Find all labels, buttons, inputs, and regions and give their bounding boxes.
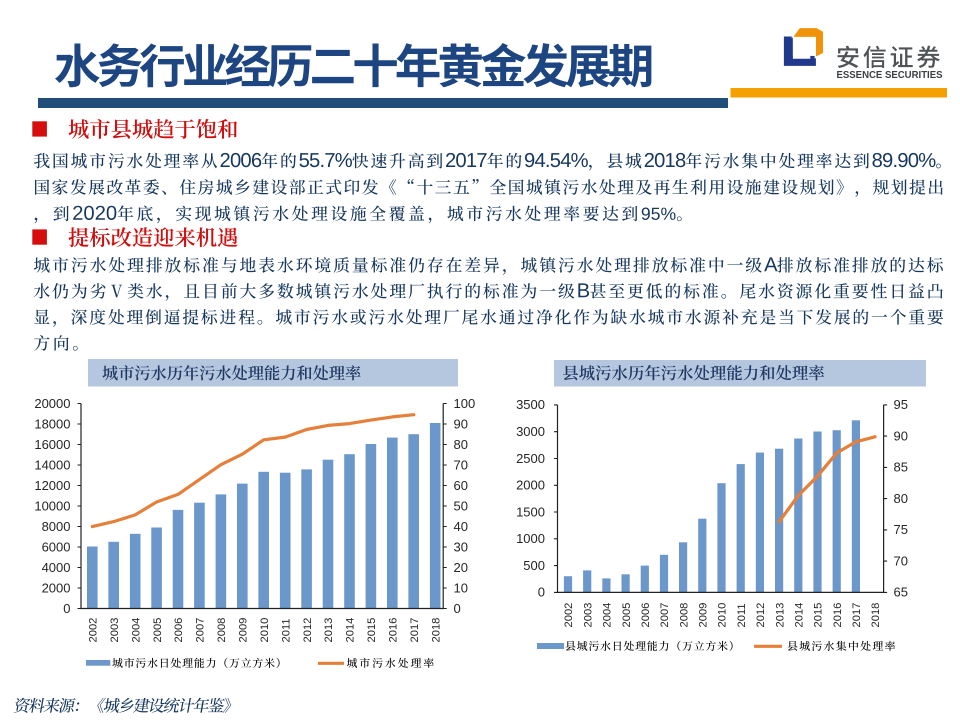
- svg-text:2014: 2014: [794, 603, 806, 628]
- svg-text:2500: 2500: [516, 451, 545, 466]
- svg-text:75: 75: [894, 522, 908, 537]
- svg-text:20000: 20000: [34, 396, 70, 411]
- svg-text:18000: 18000: [34, 416, 70, 431]
- svg-text:65: 65: [894, 585, 908, 600]
- svg-text:80: 80: [454, 437, 468, 452]
- svg-text:90: 90: [894, 428, 908, 443]
- svg-text:10: 10: [454, 580, 468, 595]
- svg-text:2016: 2016: [388, 618, 400, 643]
- svg-text:16000: 16000: [34, 437, 70, 452]
- svg-text:2008: 2008: [216, 618, 228, 643]
- svg-text:ESSENCE SECURITIES: ESSENCE SECURITIES: [837, 70, 943, 81]
- svg-text:2015: 2015: [813, 603, 825, 628]
- svg-text:2010: 2010: [259, 618, 271, 643]
- svg-text:2006: 2006: [173, 618, 185, 643]
- svg-text:2002: 2002: [563, 603, 575, 628]
- svg-text:6000: 6000: [42, 539, 71, 554]
- svg-text:20: 20: [454, 560, 468, 575]
- svg-text:100: 100: [454, 396, 476, 411]
- svg-text:2018: 2018: [870, 603, 882, 628]
- svg-text:30: 30: [454, 539, 468, 554]
- svg-text:0: 0: [454, 601, 461, 616]
- svg-text:2011: 2011: [280, 618, 292, 642]
- svg-text:2003: 2003: [109, 618, 121, 643]
- svg-text:2008: 2008: [678, 603, 690, 628]
- svg-text:80: 80: [894, 491, 908, 506]
- svg-text:2012: 2012: [755, 603, 767, 628]
- svg-text:0: 0: [63, 601, 70, 616]
- svg-text:2005: 2005: [621, 603, 633, 628]
- svg-text:2000: 2000: [516, 478, 545, 493]
- svg-text:3500: 3500: [516, 397, 545, 412]
- svg-text:2016: 2016: [832, 603, 844, 628]
- svg-text:2010: 2010: [717, 603, 729, 628]
- svg-text:2004: 2004: [130, 618, 142, 643]
- svg-text:2009: 2009: [238, 618, 250, 643]
- svg-text:40: 40: [454, 519, 468, 534]
- svg-text:2006: 2006: [640, 603, 652, 628]
- svg-text:10000: 10000: [34, 498, 70, 513]
- svg-text:12000: 12000: [34, 478, 70, 493]
- svg-text:14000: 14000: [34, 457, 70, 472]
- svg-text:0: 0: [538, 585, 545, 600]
- svg-text:3000: 3000: [516, 424, 545, 439]
- svg-text:500: 500: [523, 558, 545, 573]
- svg-text:1000: 1000: [516, 531, 545, 546]
- svg-text:2018: 2018: [430, 618, 442, 643]
- svg-text:2015: 2015: [366, 618, 378, 643]
- svg-text:70: 70: [454, 457, 468, 472]
- svg-text:95: 95: [894, 397, 908, 412]
- svg-text:2009: 2009: [698, 603, 710, 628]
- svg-text:2003: 2003: [582, 603, 594, 628]
- svg-text:8000: 8000: [42, 519, 71, 534]
- svg-text:2013: 2013: [774, 603, 786, 628]
- svg-text:70: 70: [894, 553, 908, 568]
- svg-text:2007: 2007: [659, 603, 671, 628]
- svg-text:2011: 2011: [736, 603, 748, 627]
- svg-text:2017: 2017: [409, 618, 421, 643]
- svg-text:2017: 2017: [851, 603, 863, 628]
- svg-text:2012: 2012: [302, 618, 314, 643]
- svg-text:2004: 2004: [602, 603, 614, 628]
- svg-text:2005: 2005: [152, 618, 164, 643]
- svg-text:2007: 2007: [195, 618, 207, 643]
- svg-text:1500: 1500: [516, 504, 545, 519]
- svg-text:2002: 2002: [88, 618, 100, 643]
- svg-text:85: 85: [894, 460, 908, 475]
- svg-text:2000: 2000: [42, 580, 71, 595]
- svg-text:60: 60: [454, 478, 468, 493]
- svg-text:2013: 2013: [323, 618, 335, 643]
- svg-text:2014: 2014: [345, 618, 357, 643]
- svg-text:50: 50: [454, 498, 468, 513]
- svg-text:90: 90: [454, 416, 468, 431]
- svg-text:4000: 4000: [42, 560, 71, 575]
